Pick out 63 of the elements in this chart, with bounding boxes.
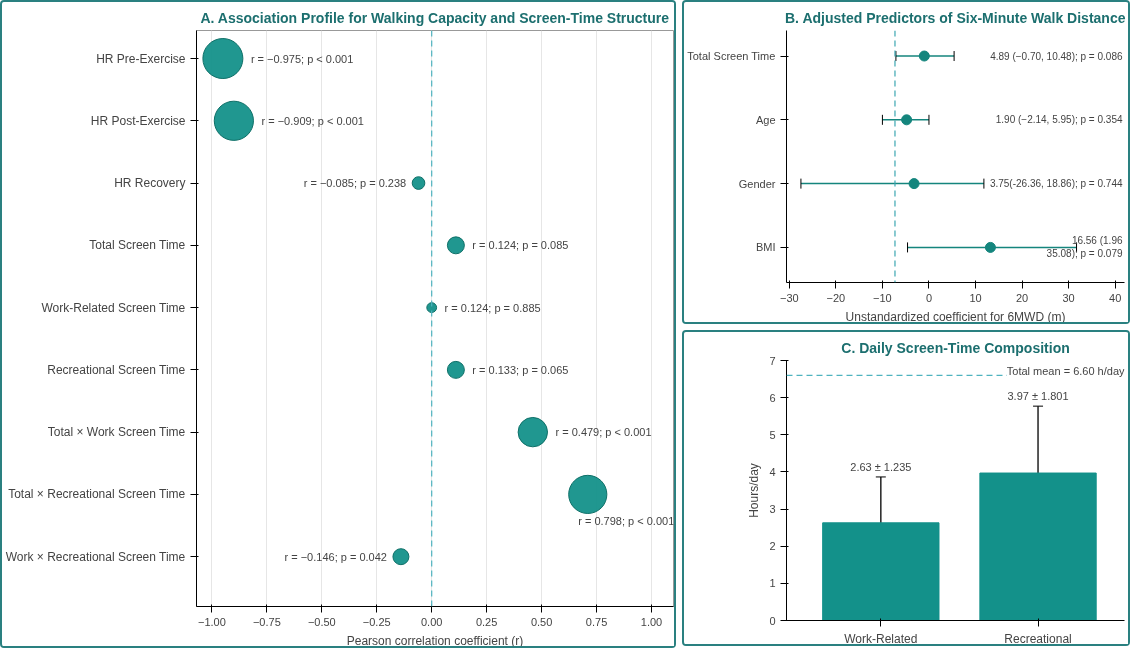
y-tick-label: 5 [769,428,776,441]
ref-line-label: Total mean = 6.60 h/day [1006,365,1125,378]
y-tick-label: 7 [769,354,776,367]
y-tick-label: BMI [755,241,776,254]
point [918,50,930,62]
y-tick-label: 2 [769,540,776,553]
annotation: 2.63 ± 1.235 [850,460,912,473]
x-tick-label: −1.00 [197,615,226,628]
x-tick-label: −10 [873,291,892,304]
annotation: r = −0.975; p < 0.001 [250,52,354,65]
x-tick-label: 0.25 [475,615,498,628]
y-tick-label: HR Post-Exercise [90,113,186,128]
y-tick-label: 3 [769,503,776,516]
x-tick-label: 0 [925,291,933,304]
x-tick-label: 30 [1062,291,1075,304]
chart-title: A. Association Profile for Walking Capacity and Screen-Time Structure [200,9,670,26]
y-tick-label: Total × Work Screen Time [47,425,186,440]
annotation: r = −0.085; p = 0.238 [303,177,407,190]
annotation: r = 0.124; p = 0.085 [472,239,569,252]
x-tick-label: 1.00 [640,615,663,628]
annotation: r = 0.133; p = 0.065 [472,363,569,376]
y-tick-label: Age [755,113,776,126]
chart-title: C. Daily Screen-Time Composition [841,339,1070,356]
point [901,114,913,126]
x-tick-label: 0.75 [585,615,608,628]
y-tick-label: HR Pre-Exercise [96,51,186,66]
x-tick-label: Work-Related [844,631,918,646]
x-tick-label: −0.25 [362,615,391,628]
y-tick-label: 6 [769,391,776,404]
point [984,241,996,253]
x-tick-label: −30 [779,291,799,304]
x-tick-label: Recreational [1004,631,1072,646]
annotation: 16.56 (1.96 35.08); p = 0.079 [1046,235,1123,260]
annotation: r = −0.146; p = 0.042 [284,550,387,563]
y-tick-label: Total × Recreational Screen Time [8,487,186,502]
x-tick-label: −0.50 [307,615,336,628]
annotation: r = 0.479; p < 0.001 [555,426,652,439]
y-tick-label: 4 [769,465,776,478]
annotation: r = 0.124; p = 0.885 [444,301,541,314]
annotation: 3.97 ± 1.801 [1007,390,1069,403]
x-tick-label: −0.75 [252,615,281,628]
x-tick-label: 40 [1109,291,1122,304]
annotation: 3.75(-26.36, 18.86); p = 0.744 [989,178,1123,190]
annotation: r = 0.798; p < 0.001 [578,515,675,528]
x-tick-label: 10 [969,291,982,304]
y-tick-label: Total Screen Time [687,50,776,63]
x-tick-label: −20 [826,291,846,304]
annotation: 1.90 (−2.14, 5.95); p = 0.354 [995,114,1123,126]
chart-title: B. Adjusted Predictors of Six-Minute Walk Distance [785,9,1126,26]
y-tick-label: Work-Related Screen Time [41,300,186,315]
x-tick-label: 0.50 [530,615,553,628]
y-tick-label: Recreational Screen Time [47,362,186,377]
annotation: r = −0.909; p < 0.001 [261,114,364,127]
y-tick-label: Total Screen Time [89,238,186,253]
y-tick-label: HR Recovery [114,176,186,191]
point [908,178,920,190]
x-tick-label: 0.00 [421,615,443,628]
y-tick-label: Work × Recreational Screen Time [5,549,186,564]
y-tick-label: 1 [769,577,776,590]
annotation: 4.89 (−0.70, 10.48); p = 0.086 [990,50,1123,62]
y-axis-title: Hours/day [747,463,762,518]
y-tick-label: Gender [738,177,776,190]
x-tick-label: 20 [1015,291,1029,304]
